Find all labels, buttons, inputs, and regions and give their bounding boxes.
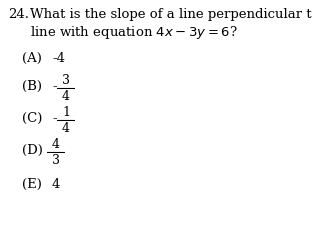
Text: 4: 4	[62, 122, 70, 135]
Text: -4: -4	[52, 52, 65, 65]
Text: -: -	[52, 80, 56, 93]
Text: 3: 3	[62, 74, 70, 87]
Text: 4: 4	[52, 138, 60, 151]
Text: What is the slope of a line perpendicular to the: What is the slope of a line perpendicula…	[30, 8, 312, 21]
Text: line with equation $4x - 3y = 6$?: line with equation $4x - 3y = 6$?	[30, 24, 238, 41]
Text: (A): (A)	[22, 52, 42, 65]
Text: 4: 4	[62, 90, 70, 103]
Text: 1: 1	[62, 106, 70, 119]
Text: 3: 3	[52, 154, 60, 167]
Text: (B): (B)	[22, 80, 42, 93]
Text: 4: 4	[52, 178, 61, 191]
Text: (C): (C)	[22, 112, 42, 125]
Text: (E): (E)	[22, 178, 42, 191]
Text: 24.: 24.	[8, 8, 29, 21]
Text: (D): (D)	[22, 144, 43, 157]
Text: -: -	[52, 112, 56, 125]
